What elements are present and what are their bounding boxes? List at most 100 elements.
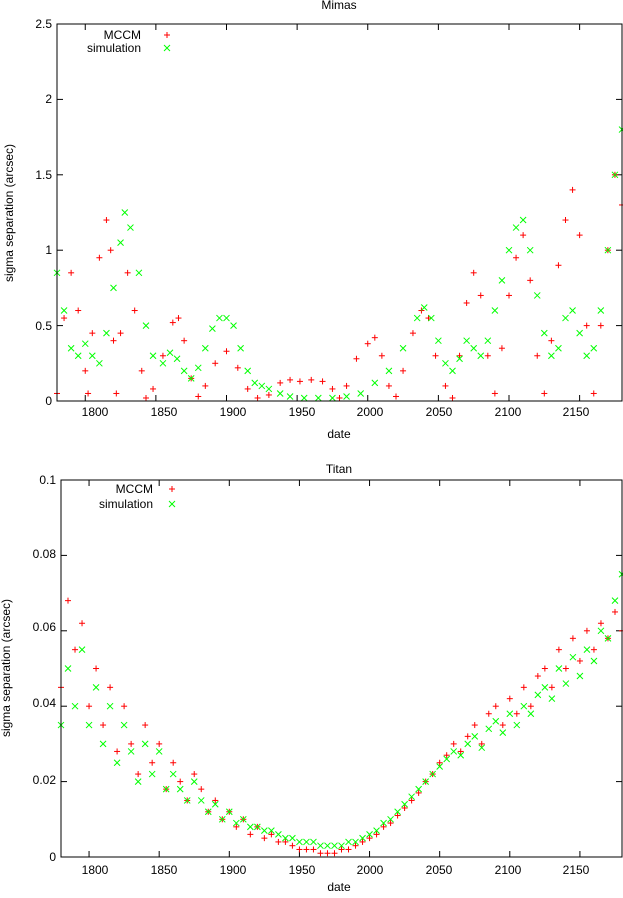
data-point (324, 842, 331, 850)
data-point (373, 831, 380, 838)
data-point (204, 808, 212, 816)
data-point (352, 838, 359, 846)
data-point (331, 850, 338, 857)
y-tick-label: 0.04 (33, 696, 57, 710)
data-point (268, 831, 275, 838)
data-point (338, 842, 345, 850)
data-point (519, 216, 527, 224)
data-point (261, 835, 268, 842)
data-point (216, 314, 223, 322)
data-point (110, 337, 117, 344)
data-point (399, 344, 407, 352)
data-point (352, 842, 359, 849)
data-point (541, 390, 548, 397)
data-point (121, 209, 129, 216)
data-point (120, 721, 128, 729)
data-point (265, 391, 272, 398)
x-tick-label: 2150 (563, 863, 590, 877)
data-point (314, 394, 322, 402)
data-point (275, 831, 282, 838)
data-point (492, 703, 499, 710)
y-tick-label: 0 (49, 850, 56, 864)
data-point (237, 344, 244, 352)
data-point (471, 722, 478, 729)
legend-label: simulation (87, 41, 141, 55)
data-point (533, 292, 541, 299)
data-point (191, 771, 198, 778)
data-point (81, 340, 89, 348)
data-point (569, 186, 576, 193)
legend: MCCM simulation (99, 482, 176, 511)
data-point (282, 834, 289, 842)
y-tick-label: 0.06 (33, 620, 57, 634)
data-point (223, 314, 230, 322)
data-point (583, 322, 590, 329)
data-point (175, 315, 182, 322)
data-point (345, 838, 352, 846)
data-point (142, 322, 150, 329)
data-point (371, 334, 378, 341)
data-point (159, 352, 166, 359)
data-point (209, 325, 216, 332)
data-point (555, 344, 562, 352)
data-point (380, 823, 387, 830)
data-point (478, 744, 486, 752)
data-point (177, 778, 184, 785)
data-point (555, 262, 562, 269)
data-point (427, 314, 435, 322)
data-point (67, 344, 75, 352)
x-tick-label: 1800 (82, 863, 109, 877)
data-point (548, 695, 556, 703)
data-point (366, 835, 373, 842)
data-point (289, 834, 296, 842)
y-tick-label: 1 (45, 243, 52, 257)
data-point (85, 390, 92, 397)
plot-area (57, 570, 623, 857)
data-point (289, 842, 296, 849)
data-point (317, 850, 324, 857)
data-point (197, 797, 205, 804)
data-point (124, 269, 131, 276)
legend-marker (163, 44, 171, 52)
data-point (159, 359, 167, 367)
data-point (491, 390, 498, 397)
data-point (103, 217, 110, 224)
data-point (162, 785, 170, 793)
x-tick-label: 2050 (426, 863, 453, 877)
data-point (576, 329, 583, 337)
data-point (413, 314, 421, 322)
x-tick-label: 2100 (495, 405, 522, 419)
data-point (287, 376, 294, 383)
data-point (148, 770, 156, 778)
data-point (134, 778, 142, 785)
y-tick-label: 0 (45, 394, 52, 408)
data-point (541, 665, 548, 672)
data-point (265, 385, 273, 393)
data-point (464, 740, 472, 748)
data-point (590, 646, 597, 653)
data-point (253, 823, 261, 831)
data-point (357, 390, 365, 397)
data-point (155, 748, 163, 755)
data-point (429, 770, 437, 778)
data-point (89, 330, 96, 337)
data-point (541, 683, 549, 691)
data-point (371, 379, 379, 387)
data-point (485, 710, 492, 717)
data-point (513, 254, 520, 261)
data-point (485, 725, 493, 733)
data-point (534, 673, 541, 680)
data-point (156, 740, 163, 747)
data-point (194, 364, 202, 372)
x-tick-labels: 1800 1850 1900 1950 2000 2050 2100 2150 (82, 405, 590, 419)
data-point (329, 385, 336, 392)
data-point (359, 834, 366, 842)
data-point (310, 838, 317, 846)
data-point (576, 232, 583, 239)
data-point (268, 827, 275, 834)
data-point (75, 307, 82, 314)
data-point (150, 385, 157, 392)
data-point (303, 846, 310, 853)
data-point (180, 367, 188, 375)
data-point (149, 759, 156, 766)
